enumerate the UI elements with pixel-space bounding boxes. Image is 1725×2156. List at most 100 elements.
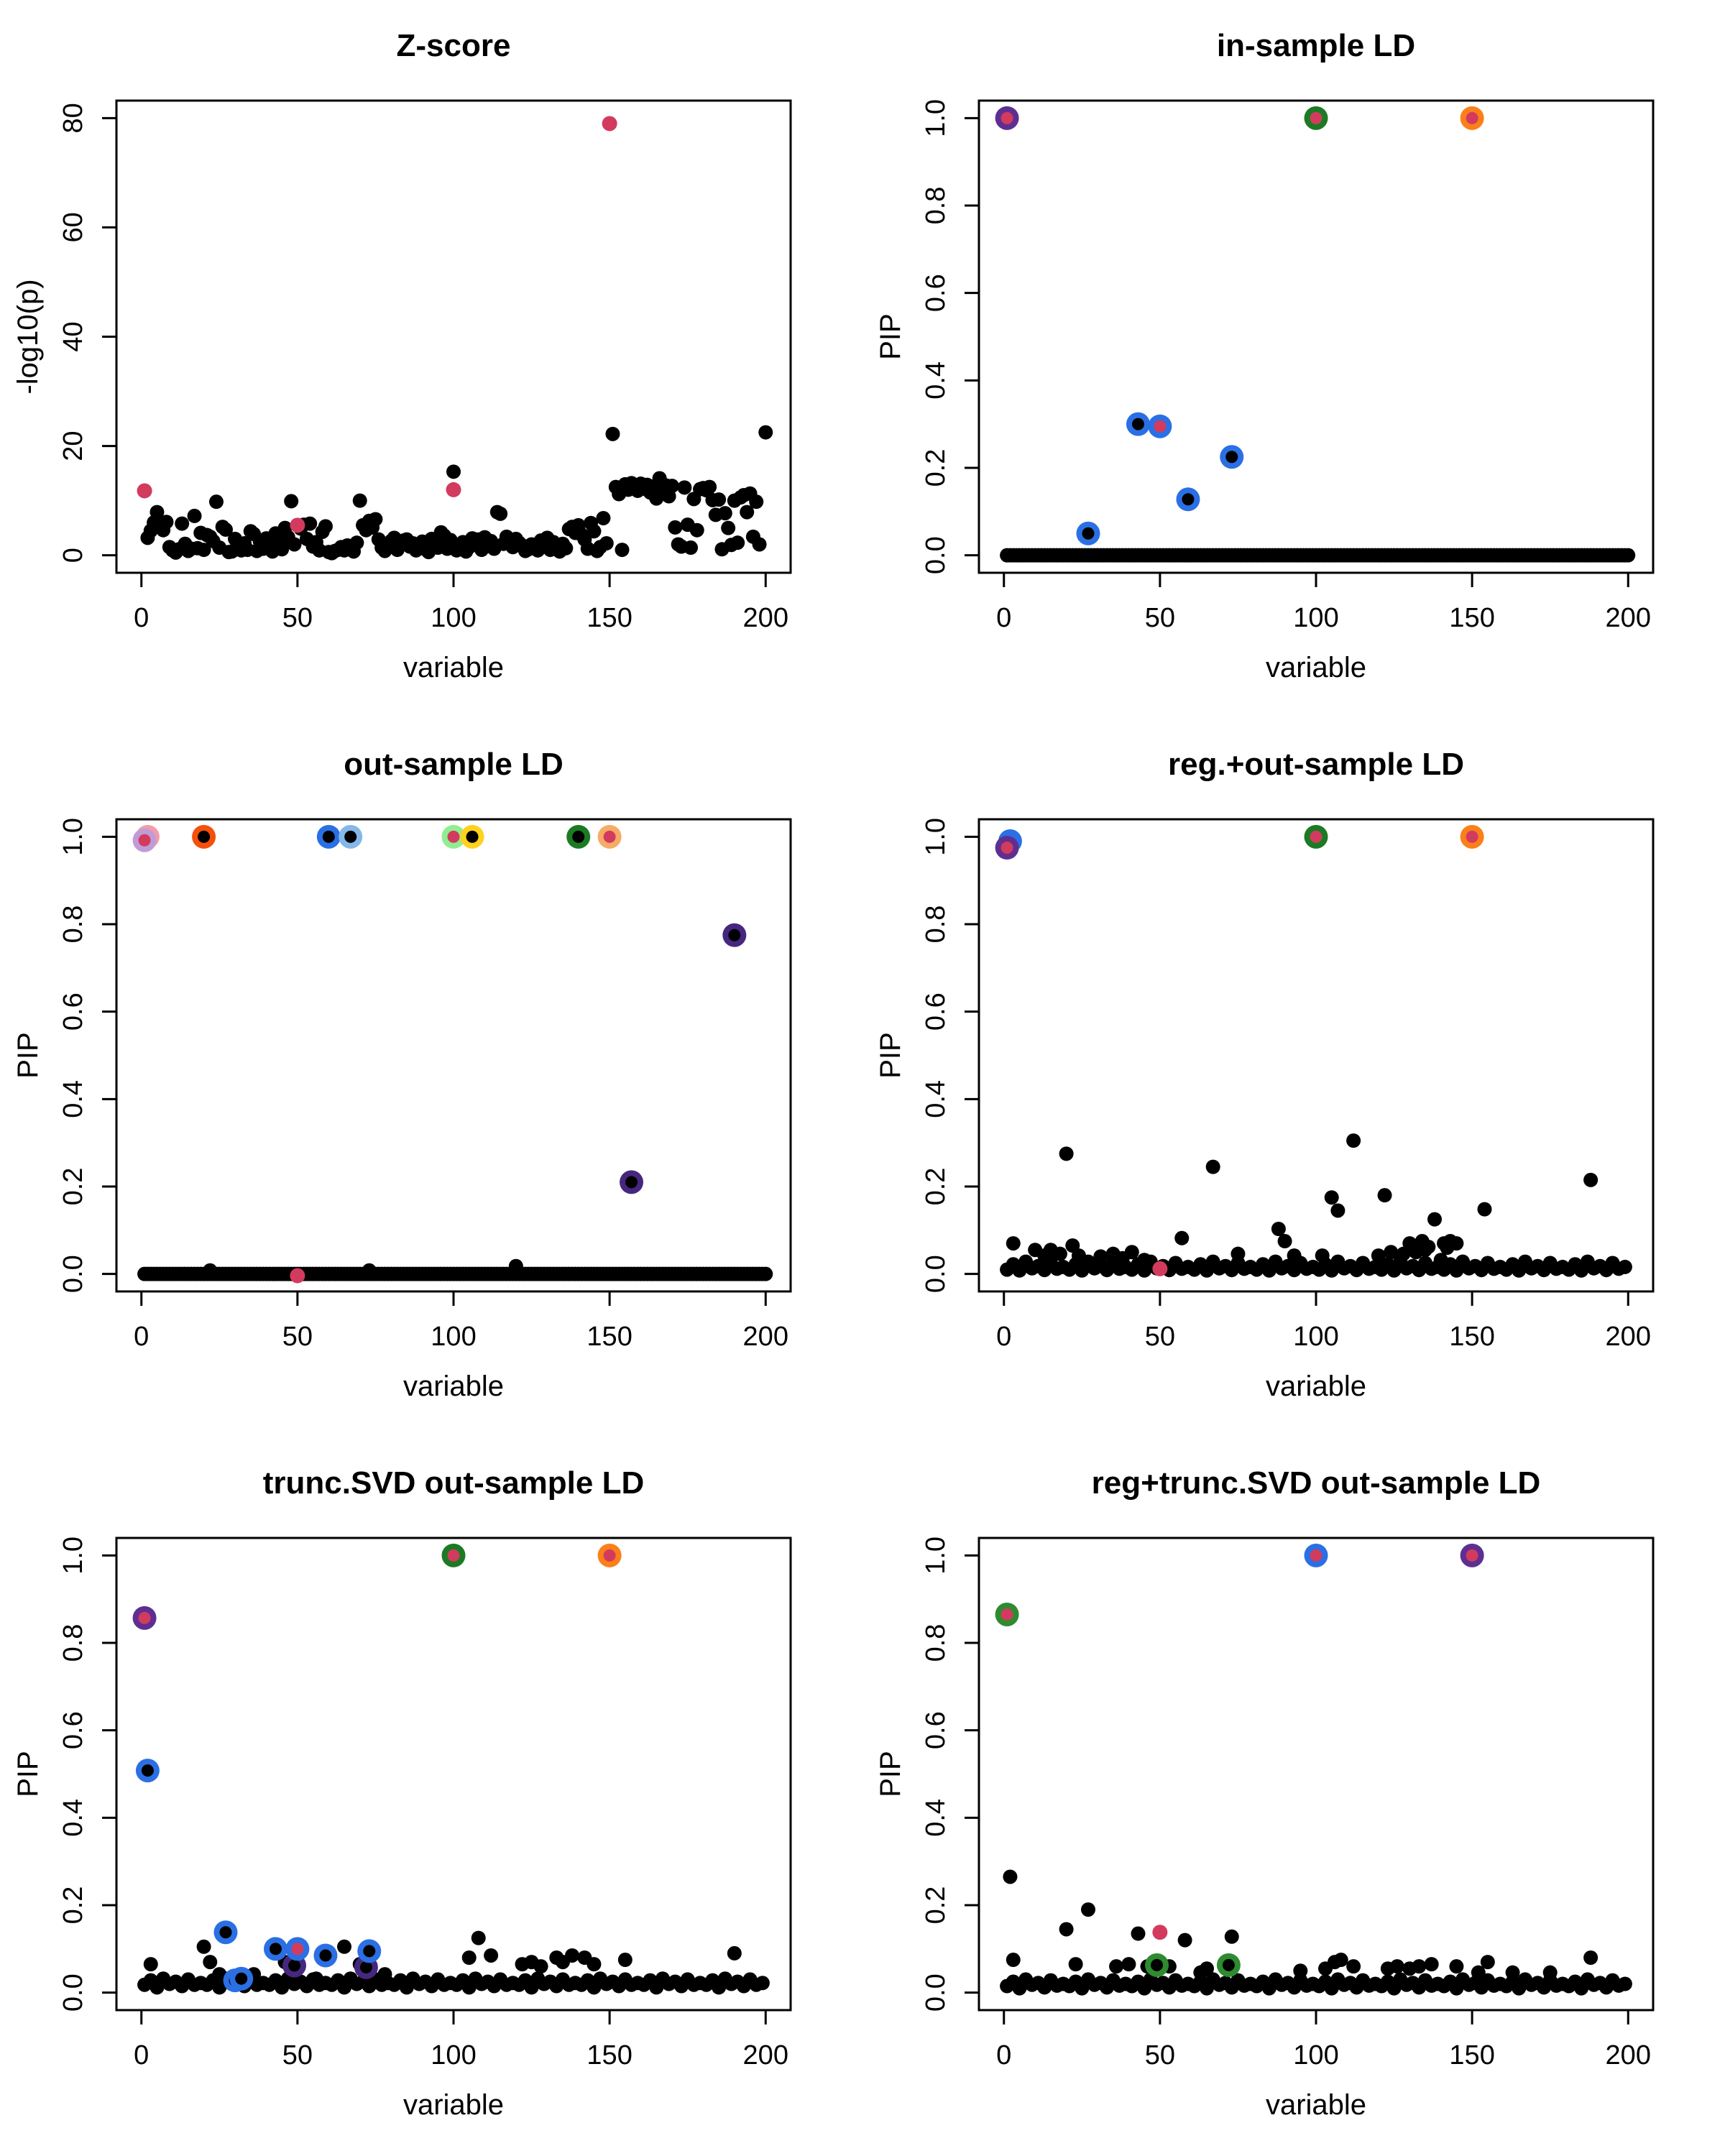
cloud-point (1617, 1259, 1632, 1274)
data-point (1542, 1965, 1558, 1980)
data-point (187, 508, 202, 523)
highlight-inner-point (1222, 1958, 1235, 1971)
highlight-inner-point (322, 830, 335, 843)
data-point (1124, 1245, 1139, 1260)
highlight-inner-point (141, 1764, 154, 1777)
x-tick-label: 150 (1449, 1322, 1494, 1352)
data-point (352, 493, 367, 508)
highlight-inner-point (291, 1943, 304, 1955)
y-tick-label: 60 (58, 212, 88, 242)
y-tick-label: 0.2 (58, 1886, 88, 1925)
data-point (1068, 1957, 1083, 1972)
data-point (730, 535, 745, 550)
x-tick-label: 100 (431, 603, 476, 633)
highlight-inner-point (728, 929, 741, 941)
x-tick-label: 150 (1449, 603, 1494, 633)
data-point (150, 505, 165, 520)
data-point (1224, 1929, 1239, 1944)
plot-frame (978, 818, 1655, 1293)
y-tick-label: 1.0 (921, 99, 951, 137)
data-point (702, 479, 717, 494)
x-axis-label: variable (403, 1370, 504, 1402)
data-point (1174, 1230, 1190, 1245)
highlight-inner-point (269, 1943, 282, 1955)
y-tick-label: 40 (58, 321, 88, 351)
data-point (1424, 1957, 1439, 1972)
data-point (203, 1263, 218, 1278)
causal-variant-point (137, 483, 152, 499)
data-point (508, 1258, 523, 1273)
highlight-inner-point (1151, 1958, 1164, 1971)
data-point (1480, 1955, 1495, 1970)
y-axis-label: PIP (875, 313, 906, 359)
y-tick-label: 0.0 (921, 536, 951, 574)
data-point (649, 491, 664, 506)
data-point (664, 479, 679, 494)
data-point (1324, 1190, 1339, 1205)
data-point (362, 1263, 377, 1278)
highlight-inner-point (359, 1961, 372, 1973)
panel-z-score: Z-score variable -log10(p) 0 50 100 150 200 0 20 4… (0, 0, 862, 719)
data-point (284, 494, 299, 509)
x-tick-label: 200 (1606, 2040, 1651, 2070)
x-tick-label: 150 (586, 603, 632, 633)
data-point (1003, 1869, 1018, 1884)
causal-variant-point (1152, 1925, 1168, 1940)
data-point (308, 1971, 323, 1986)
data-point (1333, 1953, 1348, 1968)
y-tick-label: 0.2 (58, 1168, 88, 1206)
data-point (1583, 1172, 1598, 1187)
panel-out-sample-ld: out-sample LD variable PIP 0 50 100 150 200 0.0 0… (0, 719, 862, 1437)
data-point (727, 1945, 742, 1961)
data-point (533, 1959, 548, 1974)
highlight-inner-point (344, 830, 357, 843)
y-tick-label: 0.4 (921, 1080, 951, 1118)
data-point (377, 1967, 392, 1982)
y-axis-label: -log10(p) (12, 279, 44, 394)
data-point (758, 425, 773, 440)
data-point (196, 543, 211, 558)
highlight-inner-point (235, 1972, 248, 1985)
data-point (596, 510, 611, 525)
y-tick-label: 0.4 (58, 1799, 88, 1837)
data-point (677, 480, 692, 495)
y-tick-label: 0.8 (921, 1624, 951, 1662)
highlight-inner-point (1182, 493, 1195, 506)
y-tick-label: 1.0 (921, 818, 951, 856)
chart-title: trunc.SVD out-sample LD (263, 1465, 645, 1501)
x-tick-label: 50 (282, 2040, 313, 2070)
data-point (1093, 1249, 1108, 1264)
y-tick-label: 0.0 (58, 1255, 88, 1293)
y-tick-label: 0.6 (921, 274, 951, 312)
data-point (337, 1939, 352, 1954)
data-point (1052, 1246, 1067, 1261)
y-tick-label: 0.2 (921, 1168, 951, 1206)
y-axis-label: PIP (875, 1032, 906, 1078)
data-point (586, 1957, 602, 1972)
y-axis-label: PIP (12, 1032, 44, 1078)
x-tick-label: 50 (1145, 1322, 1175, 1352)
causal-variant-point (290, 1268, 305, 1284)
data-point (1293, 1963, 1308, 1978)
highlight-inner-point (1310, 111, 1322, 124)
data-point (1477, 1202, 1492, 1217)
data-point (740, 505, 755, 520)
highlight-inner-point (138, 1611, 151, 1624)
x-tick-label: 200 (743, 603, 788, 633)
data-point (752, 537, 767, 552)
highlight-inner-point (625, 1176, 638, 1189)
panel-trunc-svd-out-sample-ld: trunc.SVD out-sample LD variable PIP 0 50 100… (0, 1437, 862, 2156)
data-point (1396, 1246, 1411, 1261)
data-point (212, 1967, 227, 1982)
data-point (493, 506, 508, 521)
data-point (1121, 1957, 1136, 1972)
y-tick-label: 0.8 (58, 906, 88, 944)
data-point (1271, 1222, 1286, 1237)
y-tick-label: 0 (58, 548, 88, 563)
data-point (605, 426, 620, 441)
y-tick-label: 0.8 (58, 1624, 88, 1662)
data-point (1006, 1953, 1021, 1968)
data-point (1109, 1959, 1124, 1974)
cloud-point (755, 1976, 770, 1991)
x-axis-label: variable (1266, 1370, 1366, 1402)
